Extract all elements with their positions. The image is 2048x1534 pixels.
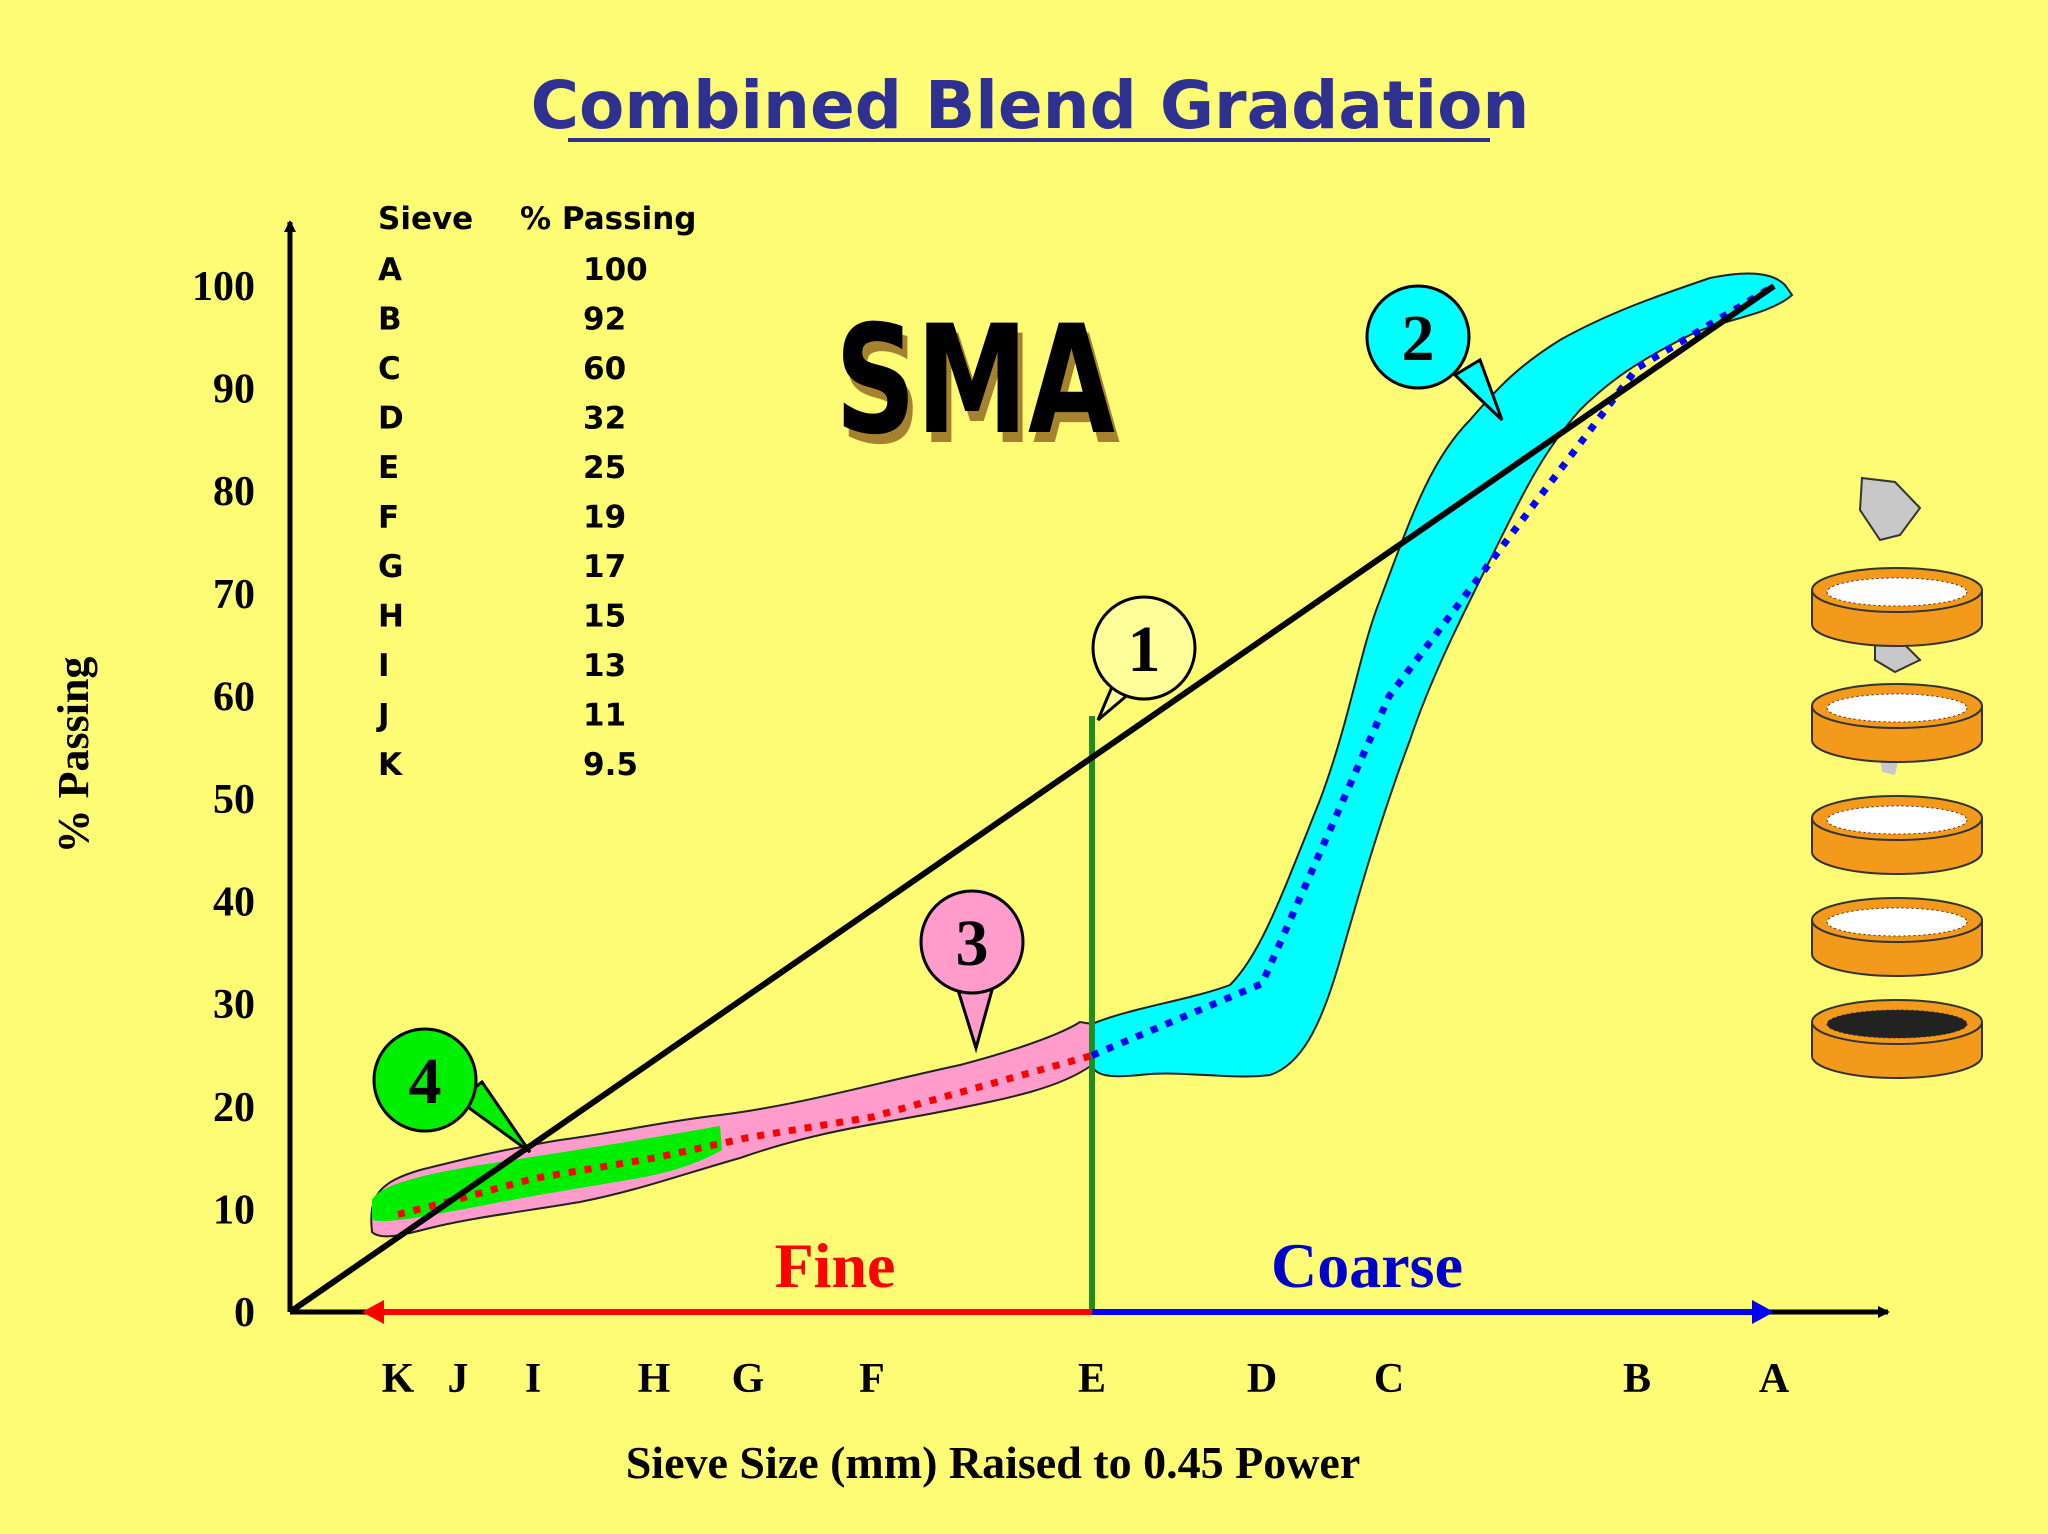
y-tick-label: 40 (213, 880, 255, 926)
fine-label: Fine (775, 1230, 896, 1301)
x-tick-label: E (1078, 1356, 1106, 1402)
chart-title: Combined Blend Gradation (531, 67, 1530, 144)
x-tick-label: I (525, 1356, 541, 1402)
aggregate-stone-icon (1858, 476, 1922, 542)
y-tick-label: 0 (234, 1290, 255, 1336)
y-tick-label: 70 (213, 572, 255, 618)
x-tick-label: K (382, 1356, 415, 1402)
table-cell-passing: 17 (583, 549, 626, 585)
callout-2: 2 (1365, 284, 1504, 422)
table-cell-sieve: E (378, 450, 399, 486)
table-cell-passing: 25 (583, 450, 626, 486)
y-tick-label: 20 (213, 1085, 255, 1131)
y-tick-label: 50 (213, 777, 255, 823)
table-cell-passing: 100 (583, 252, 648, 288)
table-cell-sieve: C (378, 351, 401, 387)
y-tick-labels: 0 10 20 30 40 50 60 70 80 90 100 (192, 264, 255, 1336)
table-cell-sieve: F (378, 500, 399, 536)
gradation-line-fine (397, 1052, 1093, 1218)
table-cell-sieve: D (378, 401, 404, 437)
callout-1: 1 (1091, 595, 1197, 722)
x-tick-label: C (1374, 1356, 1404, 1402)
sieve-stack-illustration (1811, 476, 1983, 1079)
gradation-line-coarse (1090, 282, 1776, 1059)
svg-text:4: 4 (409, 1045, 442, 1118)
sieve-mesh (1826, 577, 1968, 607)
table-cell-passing: 9.5 (583, 747, 638, 783)
callout-4: 4 (372, 1027, 532, 1154)
sma-label: SMA SMA (835, 294, 1120, 478)
sieve-mesh (1826, 805, 1968, 835)
table-cell-passing: 92 (583, 302, 626, 338)
x-tick-label: B (1623, 1356, 1651, 1402)
sieve-mesh (1826, 693, 1968, 723)
x-axis-label: Sieve Size (mm) Raised to 0.45 Power (626, 1437, 1361, 1488)
y-tick-label: 60 (213, 674, 255, 720)
sieve-mesh (1826, 907, 1968, 937)
table-cell-passing: 19 (583, 500, 626, 536)
y-axis-label: % Passing (49, 657, 98, 854)
x-tick-label: G (732, 1356, 765, 1402)
svg-text:SMA: SMA (835, 294, 1115, 468)
coarse-arrow (1092, 1300, 1774, 1324)
x-tick-label: A (1759, 1356, 1790, 1402)
svg-text:SMA: SMA (840, 304, 1120, 478)
table-cell-passing: 60 (583, 351, 626, 387)
table-cell-sieve: B (378, 302, 402, 338)
x-tick-label: D (1247, 1356, 1277, 1402)
y-tick-label: 90 (213, 367, 255, 413)
y-tick-label: 100 (192, 264, 255, 310)
table-header-passing: % Passing (520, 201, 696, 237)
callout-3: 3 (919, 889, 1025, 1054)
x-tick-label: J (448, 1356, 469, 1402)
table-cell-passing: 32 (583, 401, 626, 437)
svg-text:1: 1 (1128, 613, 1161, 686)
table-cell-sieve: I (378, 648, 390, 684)
sieve-mesh (1826, 1009, 1968, 1039)
x-tick-label: F (859, 1356, 885, 1402)
table-cell-passing: 11 (583, 698, 626, 734)
y-tick-label: 10 (213, 1187, 255, 1233)
table-cell-sieve: J (376, 698, 390, 734)
svg-text:2: 2 (1402, 302, 1435, 375)
y-tick-label: 80 (213, 469, 255, 515)
coarse-label: Coarse (1271, 1230, 1463, 1301)
table-header-sieve: Sieve (378, 201, 473, 237)
table-cell-sieve: H (378, 599, 404, 635)
table-cell-passing: 15 (583, 599, 626, 635)
table-cell-sieve: K (378, 747, 403, 783)
table-cell-sieve: A (378, 252, 402, 288)
maximum-density-line (288, 283, 1776, 1315)
fine-arrow (362, 1300, 1092, 1324)
sieve-table: Sieve % Passing A 100 B 92 C 60 D 32 E 25 F 19 G 17 H 1… (376, 201, 696, 783)
svg-text:3: 3 (956, 907, 989, 980)
y-tick-label: 30 (213, 982, 255, 1028)
x-tick-label: H (638, 1356, 671, 1402)
coarse-band (1091, 272, 1794, 1078)
table-cell-sieve: G (378, 549, 403, 585)
table-cell-passing: 13 (583, 648, 626, 684)
